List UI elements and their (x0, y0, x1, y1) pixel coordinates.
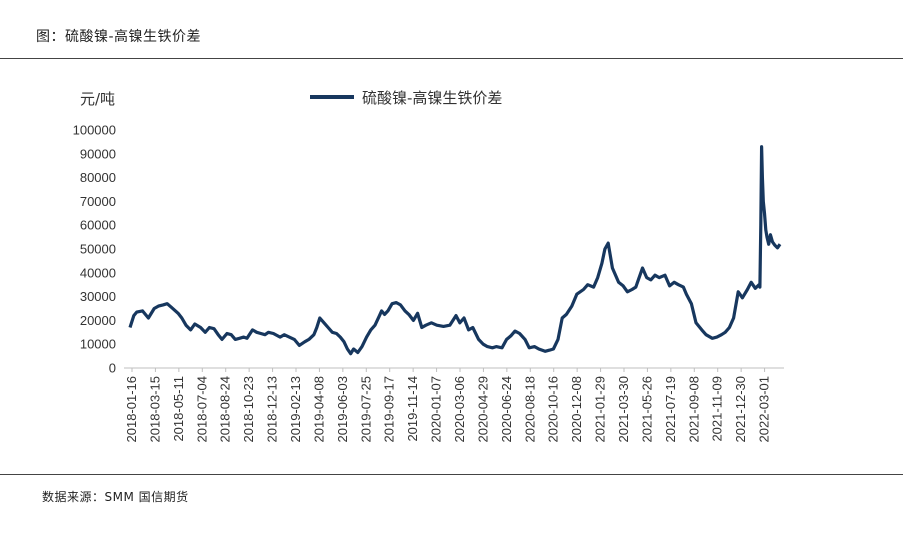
x-tick-label: 2020-08-18 (522, 376, 537, 443)
y-axis: 0 10000 20000 30000 40000 50000 60000 70000 8000… (73, 123, 116, 376)
x-axis: 2018-01-16 2018-03-15 2018-05-11 2018-07-04… (124, 368, 772, 443)
y-tick-label: 90000 (80, 146, 116, 161)
y-tick-label: 40000 (80, 265, 116, 280)
x-tick-label: 2018-08-24 (218, 376, 233, 443)
x-tick-label: 2020-01-07 (429, 376, 444, 443)
x-tick-label: 2020-10-16 (546, 376, 561, 443)
figure-title: 图：硫酸镍-高镍生铁价差 (36, 29, 202, 45)
y-tick-label: 60000 (80, 218, 116, 233)
legend: 硫酸镍-高镍生铁价差 (310, 89, 502, 107)
x-tick-label: 2021-05-26 (639, 376, 654, 443)
y-tick-label: 20000 (80, 313, 116, 328)
x-tick-label: 2020-03-06 (452, 376, 467, 443)
x-tick-label: 2019-11-14 (405, 376, 420, 442)
series-line-nickel-spread (128, 145, 782, 356)
legend-label: 硫酸镍-高镍生铁价差 (362, 89, 502, 107)
x-tick-label: 2019-04-08 (311, 376, 326, 443)
x-tick-label: 2019-06-03 (335, 376, 350, 443)
x-tick-label: 2021-12-30 (733, 376, 748, 443)
y-tick-label: 50000 (80, 242, 116, 257)
x-tick-label: 2021-01-29 (593, 376, 608, 443)
x-tick-label: 2018-07-04 (194, 376, 209, 443)
x-tick-label: 2018-12-13 (265, 376, 280, 443)
x-tick-label: 2020-12-08 (569, 376, 584, 443)
y-tick-label: 70000 (80, 194, 116, 209)
x-tick-label: 2021-07-19 (663, 376, 678, 443)
x-tick-label: 2022-03-01 (757, 376, 772, 443)
x-tick-label: 2021-11-09 (710, 376, 725, 442)
y-tick-label: 30000 (80, 289, 116, 304)
y-tick-label: 0 (109, 361, 116, 376)
y-tick-label: 10000 (80, 337, 116, 352)
y-axis-unit-label: 元/吨 (80, 90, 115, 108)
x-tick-label: 2021-03-30 (616, 376, 631, 443)
x-tick-label: 2018-10-23 (241, 376, 256, 443)
y-tick-label: 80000 (80, 170, 116, 185)
top-divider (0, 58, 903, 59)
x-tick-label: 2020-06-24 (499, 376, 514, 443)
x-tick-label: 2018-03-15 (147, 376, 162, 443)
source-note: 数据来源：SMM 国信期货 (42, 490, 189, 504)
x-tick-label: 2019-02-13 (288, 376, 303, 443)
x-tick-label: 2018-05-11 (171, 376, 186, 442)
bottom-divider (0, 474, 903, 475)
x-tick-label: 2021-09-08 (686, 376, 701, 443)
y-tick-label: 100000 (73, 123, 116, 138)
x-tick-label: 2020-04-29 (475, 376, 490, 443)
x-tick-label: 2018-01-16 (124, 376, 139, 443)
x-tick-label: 2019-09-17 (382, 376, 397, 443)
x-tick-label: 2019-07-25 (358, 376, 373, 443)
